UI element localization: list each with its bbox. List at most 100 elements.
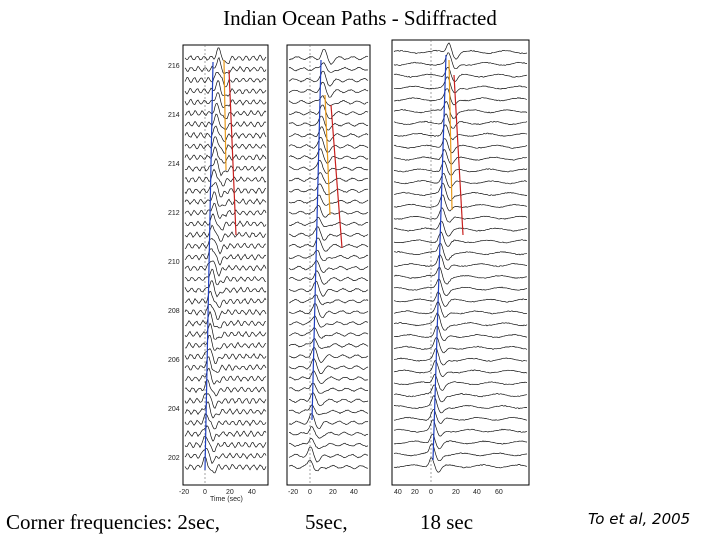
seismogram-trace [288,358,369,374]
seismogram-trace [288,446,368,463]
seismogram-trace [184,237,267,255]
seismogram-trace [288,294,369,306]
caption-18sec: 18 sec [420,510,474,534]
phase-pick-orange [448,59,453,211]
seismogram-trace [393,419,528,437]
seismogram-trace [184,182,267,198]
seismogram-trace [288,104,369,120]
seismogram-trace [288,413,369,429]
seismogram-trace [184,248,267,266]
caption-5sec: 5sec, [305,510,348,534]
x-tick-label: 20 [226,489,234,496]
seismogram-trace [184,322,267,340]
seismogram-trace [288,404,369,416]
y-tick-label: 202 [168,455,180,462]
seismogram-trace [394,149,527,165]
x-tick-label: 0 [308,489,312,496]
seismogram-trace [184,367,267,385]
seismogram-trace [184,393,267,409]
seismogram-trace [289,426,369,439]
seismogram-trace [393,138,528,154]
seismogram-trace [184,379,267,397]
x-axis-label: Time (sec) [210,496,243,503]
y-tick-label: 212 [168,210,180,217]
seismogram-trace [393,325,528,341]
phase-pick-blue [311,59,322,421]
seismogram-trace [184,425,267,442]
seismogram-trace [393,52,528,70]
seismogram-trace [393,231,528,247]
seismogram-trace [288,148,369,164]
seismogram-trace [393,160,528,176]
seismogram-trace [393,433,528,450]
seismogram-trace [393,220,528,237]
seismogram-trace [393,457,528,473]
seismogram-trace [288,137,369,153]
seismogram-trace [393,409,528,424]
phase-pick-red [453,74,464,236]
panel-2sec-y-ticks: 216 214 214 212 210 208 206 204 202 [168,63,180,462]
panel-2sec-frame [182,44,269,486]
seismogram-trace [288,346,369,364]
x-tick-label: -20 [288,489,298,496]
panel-18sec-x-ticks: 40 20 0 20 40 60 [394,489,503,496]
x-tick-label: -20 [179,489,189,496]
seismogram-trace [394,312,528,331]
seismogram-trace [184,191,267,207]
seismogram-trace [184,280,267,298]
seismogram-trace [184,310,267,329]
seismogram-trace [288,382,369,394]
x-tick-label: 0 [203,489,207,496]
seismogram-trace [184,92,267,109]
seismogram-trace [184,456,267,474]
seismogram-trace [184,202,267,220]
seismogram-trace [288,48,369,66]
seismogram-trace [184,335,267,351]
seismogram-trace [393,348,528,366]
seismogram-trace [393,442,528,462]
seismogram-trace [288,183,369,196]
seismogram-trace [288,204,369,218]
phase-pick-red [330,104,343,249]
seismogram-trace [393,42,528,60]
y-tick-label: 210 [168,259,180,266]
caption-corner-frequencies: Corner frequencies: 2sec, [6,510,220,534]
seismogram-trace [184,401,267,419]
x-tick-label: 20 [329,489,337,496]
y-tick-label: 206 [168,357,180,364]
seismogram-trace [393,242,527,261]
seismogram-trace [393,395,528,414]
seismogram-trace [184,268,267,286]
seismogram-trace [288,237,369,252]
seismogram-trace [288,70,369,87]
panel-18sec-frame [391,39,530,486]
seismogram-trace [289,327,369,339]
seismogram-trace [288,95,369,107]
citation-credit: To et al, 2005 [588,510,691,528]
y-tick-label: 204 [168,406,180,413]
seismogram-trace [288,280,369,297]
seismogram-trace [184,413,267,430]
seismogram-trace [184,47,267,64]
seismogram-trace [184,213,267,231]
phase-pick-blue [432,54,447,461]
seismogram-trace [393,88,528,106]
phase-pick-orange [324,94,331,216]
seismogram-trace [393,266,528,285]
panel-5sec-frame [286,44,371,486]
seismogram-trace [184,303,267,321]
seismogram-trace [394,384,528,403]
seismogram-trace [184,447,267,465]
seismogram-trace [288,370,369,384]
x-tick-label: 20 [411,489,419,496]
figure-title: Indian Ocean Paths - Sdiffracted [223,6,497,30]
seismogram-trace [393,113,528,129]
seismogram-trace [288,338,369,349]
seismogram-trace [393,76,528,94]
seismogram-trace [393,373,527,391]
seismogram-trace [289,392,369,407]
seismogram-trace [393,207,528,223]
seismogram-trace [288,115,369,131]
seismogram-trace [393,124,528,141]
seismogram-trace [288,303,369,319]
